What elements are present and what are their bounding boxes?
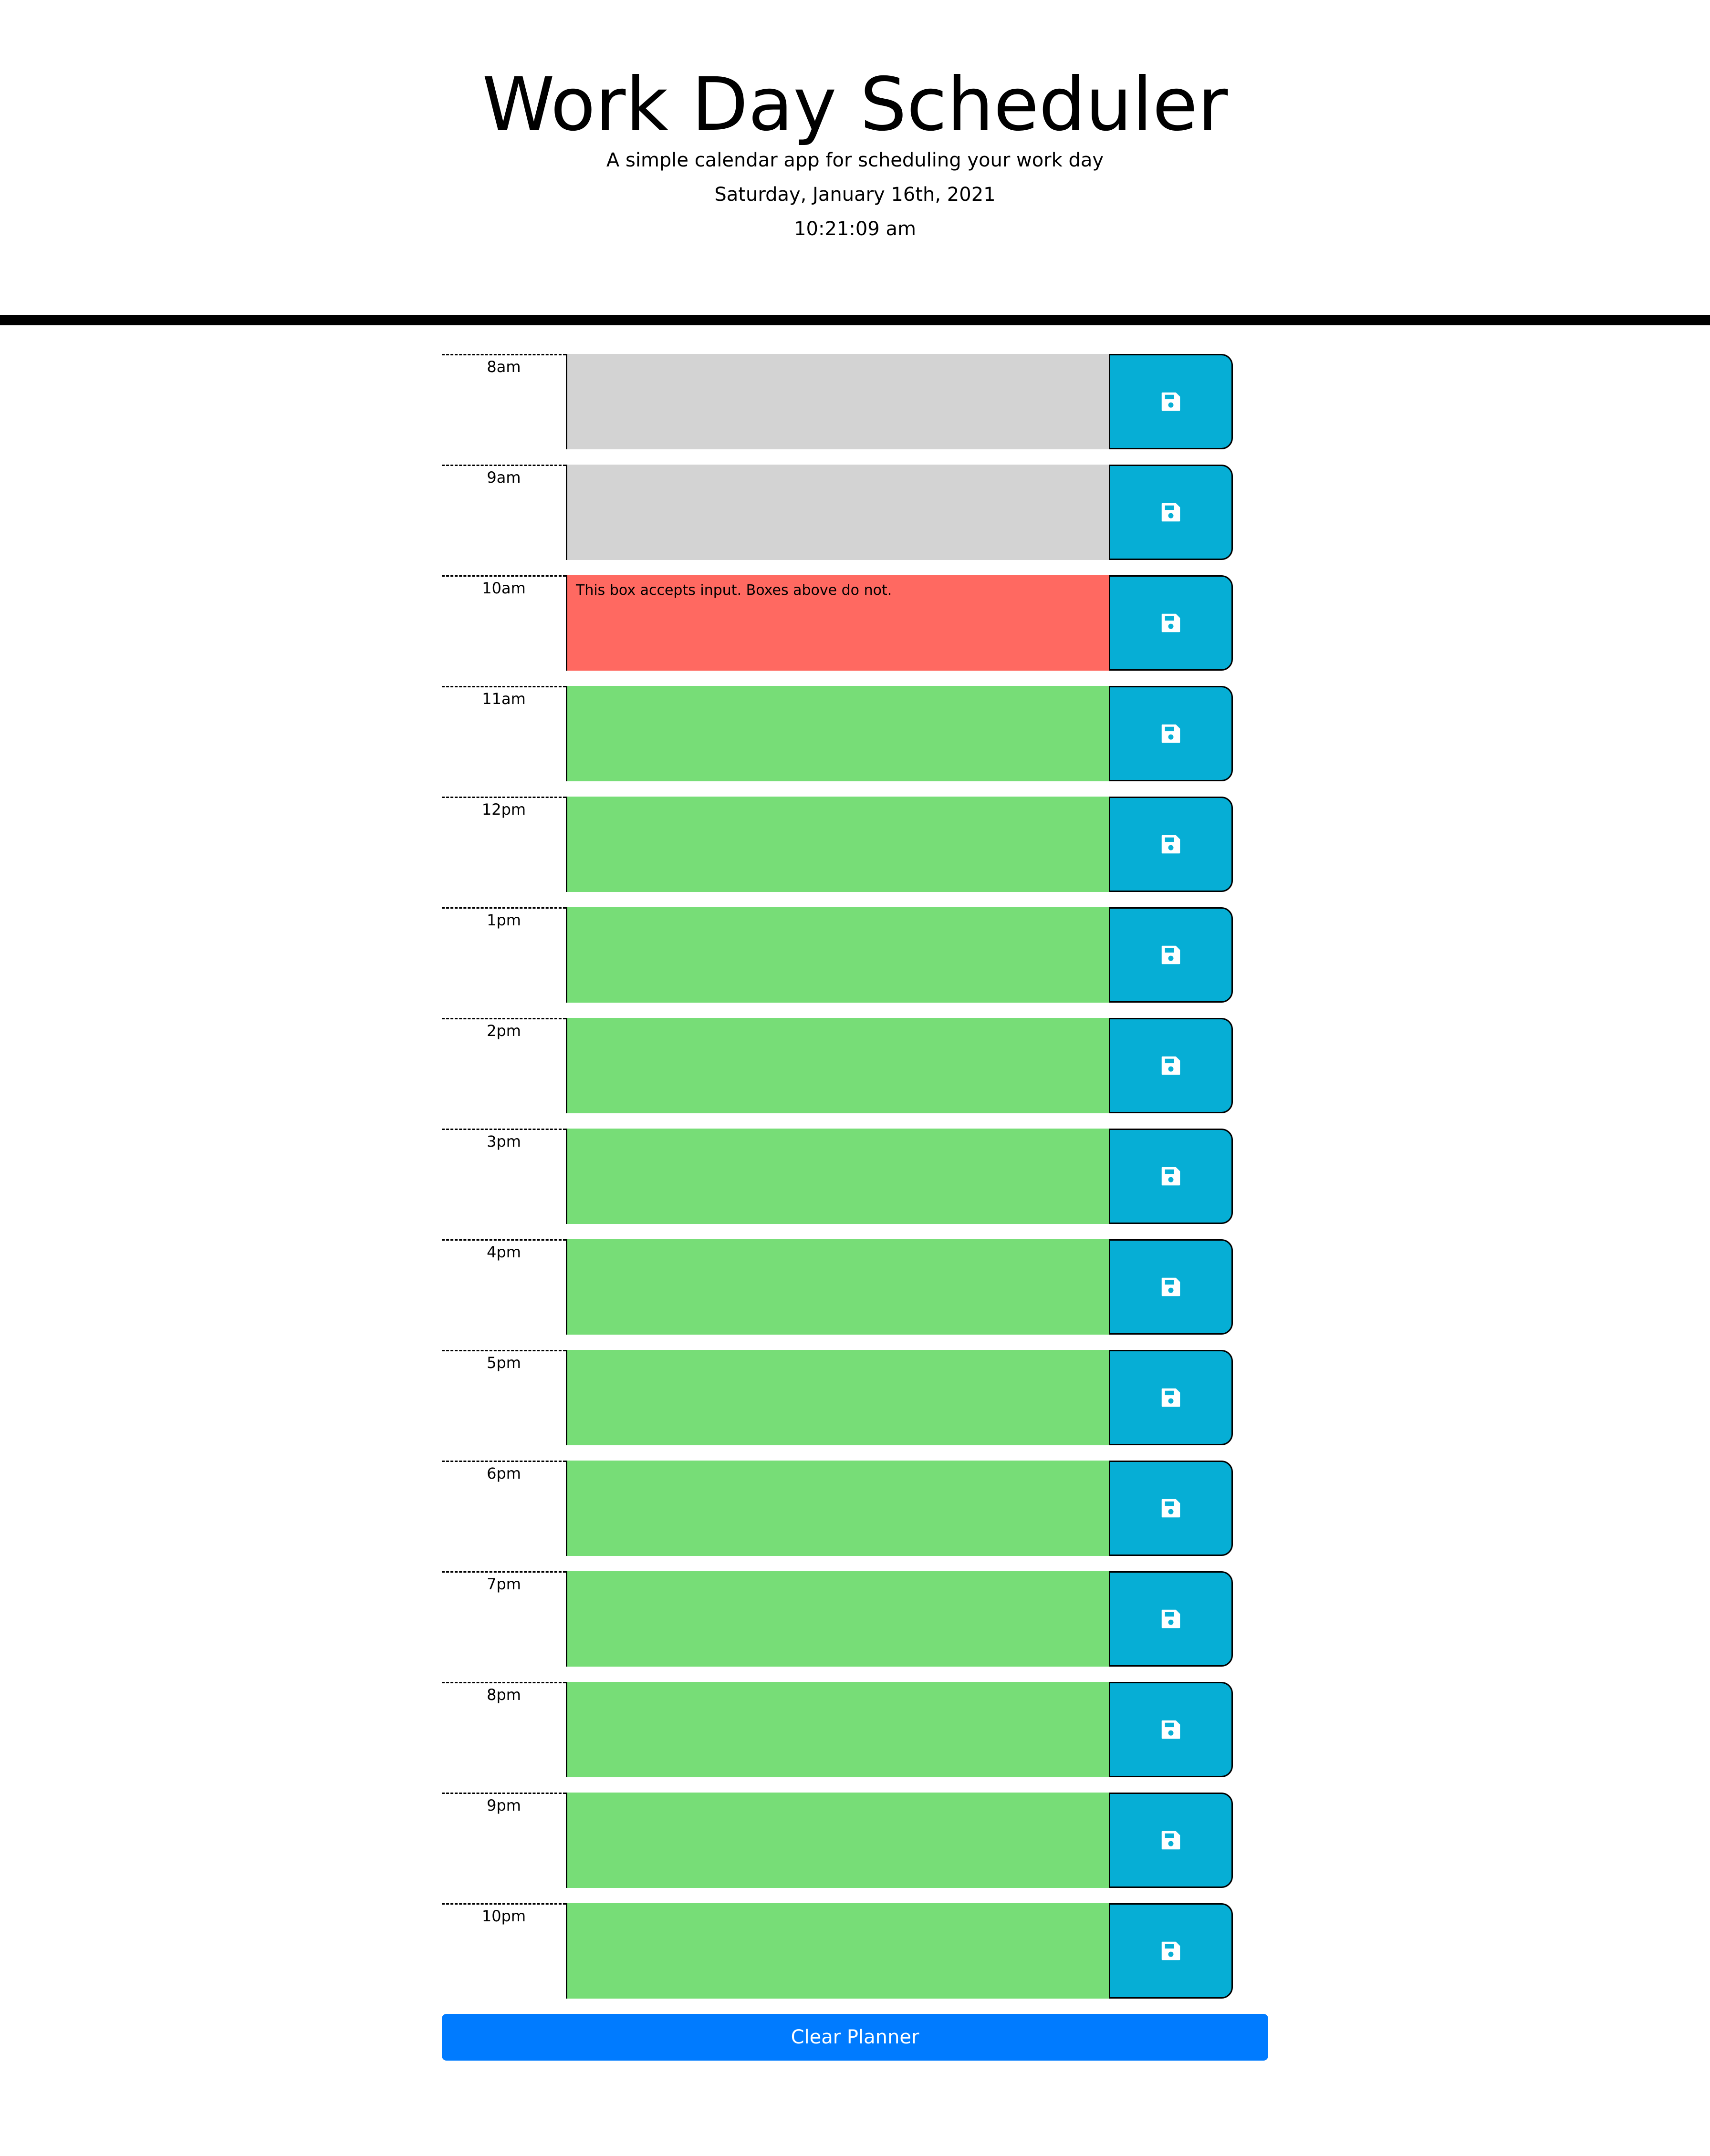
floppy-disk-icon <box>1160 1608 1181 1629</box>
current-time: 10:21:09 am <box>794 218 916 240</box>
hour-label: 7pm <box>442 1571 566 1667</box>
task-input[interactable] <box>566 354 1109 449</box>
save-button[interactable] <box>1109 1018 1233 1113</box>
task-input[interactable] <box>566 1129 1109 1224</box>
floppy-disk-icon <box>1160 944 1181 965</box>
save-button[interactable] <box>1109 1571 1233 1667</box>
hour-label: 8pm <box>442 1682 566 1777</box>
task-input[interactable]: This box accepts input. Boxes above do n… <box>566 575 1109 671</box>
clear-planner-button[interactable]: Clear Planner <box>442 2014 1268 2061</box>
save-button[interactable] <box>1109 1129 1233 1224</box>
task-input[interactable] <box>566 1793 1109 1888</box>
save-button[interactable] <box>1109 354 1233 449</box>
time-block-row-4pm: 4pm <box>442 1239 1267 1335</box>
floppy-disk-icon <box>1160 1166 1181 1187</box>
floppy-disk-icon <box>1160 502 1181 523</box>
time-block-row-11am: 11am <box>442 686 1267 781</box>
task-input[interactable] <box>566 686 1109 781</box>
save-button[interactable] <box>1109 1350 1233 1445</box>
floppy-disk-icon <box>1160 834 1181 855</box>
hour-label: 3pm <box>442 1129 566 1224</box>
time-block-row-3pm: 3pm <box>442 1129 1267 1224</box>
time-block-row-9pm: 9pm <box>442 1793 1267 1888</box>
hour-label: 8am <box>442 354 566 449</box>
save-button[interactable] <box>1109 465 1233 560</box>
hour-label: 10pm <box>442 1903 566 1999</box>
page-subtitle: A simple calendar app for scheduling you… <box>606 149 1104 171</box>
floppy-disk-icon <box>1160 1276 1181 1297</box>
task-input[interactable] <box>566 907 1109 1003</box>
hour-label: 12pm <box>442 797 566 892</box>
time-block-row-7pm: 7pm <box>442 1571 1267 1667</box>
floppy-disk-icon <box>1160 1055 1181 1076</box>
time-block-row-9am: 9am <box>442 465 1267 560</box>
task-input[interactable] <box>566 465 1109 560</box>
save-button[interactable] <box>1109 907 1233 1003</box>
task-input[interactable] <box>566 1571 1109 1667</box>
task-input[interactable] <box>566 1350 1109 1445</box>
hour-label: 9am <box>442 465 566 560</box>
floppy-disk-icon <box>1160 1940 1181 1961</box>
time-block-row-8pm: 8pm <box>442 1682 1267 1777</box>
page-title: Work Day Scheduler <box>482 62 1228 147</box>
time-block-row-8am: 8am <box>442 354 1267 449</box>
floppy-disk-icon <box>1160 612 1181 633</box>
save-button[interactable] <box>1109 1461 1233 1556</box>
task-input[interactable] <box>566 1461 1109 1556</box>
task-input[interactable] <box>566 1682 1109 1777</box>
floppy-disk-icon <box>1160 723 1181 744</box>
save-button[interactable] <box>1109 1793 1233 1888</box>
task-input[interactable] <box>566 1018 1109 1113</box>
hour-label: 4pm <box>442 1239 566 1335</box>
time-block-row-2pm: 2pm <box>442 1018 1267 1113</box>
floppy-disk-icon <box>1160 1830 1181 1851</box>
page-header: Work Day Scheduler A simple calendar app… <box>0 0 1710 315</box>
save-button[interactable] <box>1109 1239 1233 1335</box>
time-block-row-5pm: 5pm <box>442 1350 1267 1445</box>
task-input[interactable] <box>566 797 1109 892</box>
time-block-row-10pm: 10pm <box>442 1903 1267 1999</box>
save-button[interactable] <box>1109 797 1233 892</box>
floppy-disk-icon <box>1160 1498 1181 1519</box>
hour-label: 10am <box>442 575 566 671</box>
time-block-row-12pm: 12pm <box>442 797 1267 892</box>
hour-label: 9pm <box>442 1793 566 1888</box>
hour-label: 5pm <box>442 1350 566 1445</box>
task-input[interactable] <box>566 1903 1109 1999</box>
time-block-row-1pm: 1pm <box>442 907 1267 1003</box>
time-block-row-10am: 10am This box accepts input. Boxes above… <box>442 575 1267 671</box>
floppy-disk-icon <box>1160 1387 1181 1408</box>
task-input[interactable] <box>566 1239 1109 1335</box>
floppy-disk-icon <box>1160 391 1181 412</box>
hour-label: 11am <box>442 686 566 781</box>
save-button[interactable] <box>1109 1682 1233 1777</box>
save-button[interactable] <box>1109 686 1233 781</box>
time-block-list: 8am 9am 10am T <box>442 354 1267 2014</box>
hour-label: 2pm <box>442 1018 566 1113</box>
hour-label: 6pm <box>442 1461 566 1556</box>
hour-label: 1pm <box>442 907 566 1003</box>
floppy-disk-icon <box>1160 1719 1181 1740</box>
current-date: Saturday, January 16th, 2021 <box>714 184 996 206</box>
save-button[interactable] <box>1109 1903 1233 1999</box>
header-divider <box>0 315 1710 325</box>
time-block-row-6pm: 6pm <box>442 1461 1267 1556</box>
save-button[interactable] <box>1109 575 1233 671</box>
